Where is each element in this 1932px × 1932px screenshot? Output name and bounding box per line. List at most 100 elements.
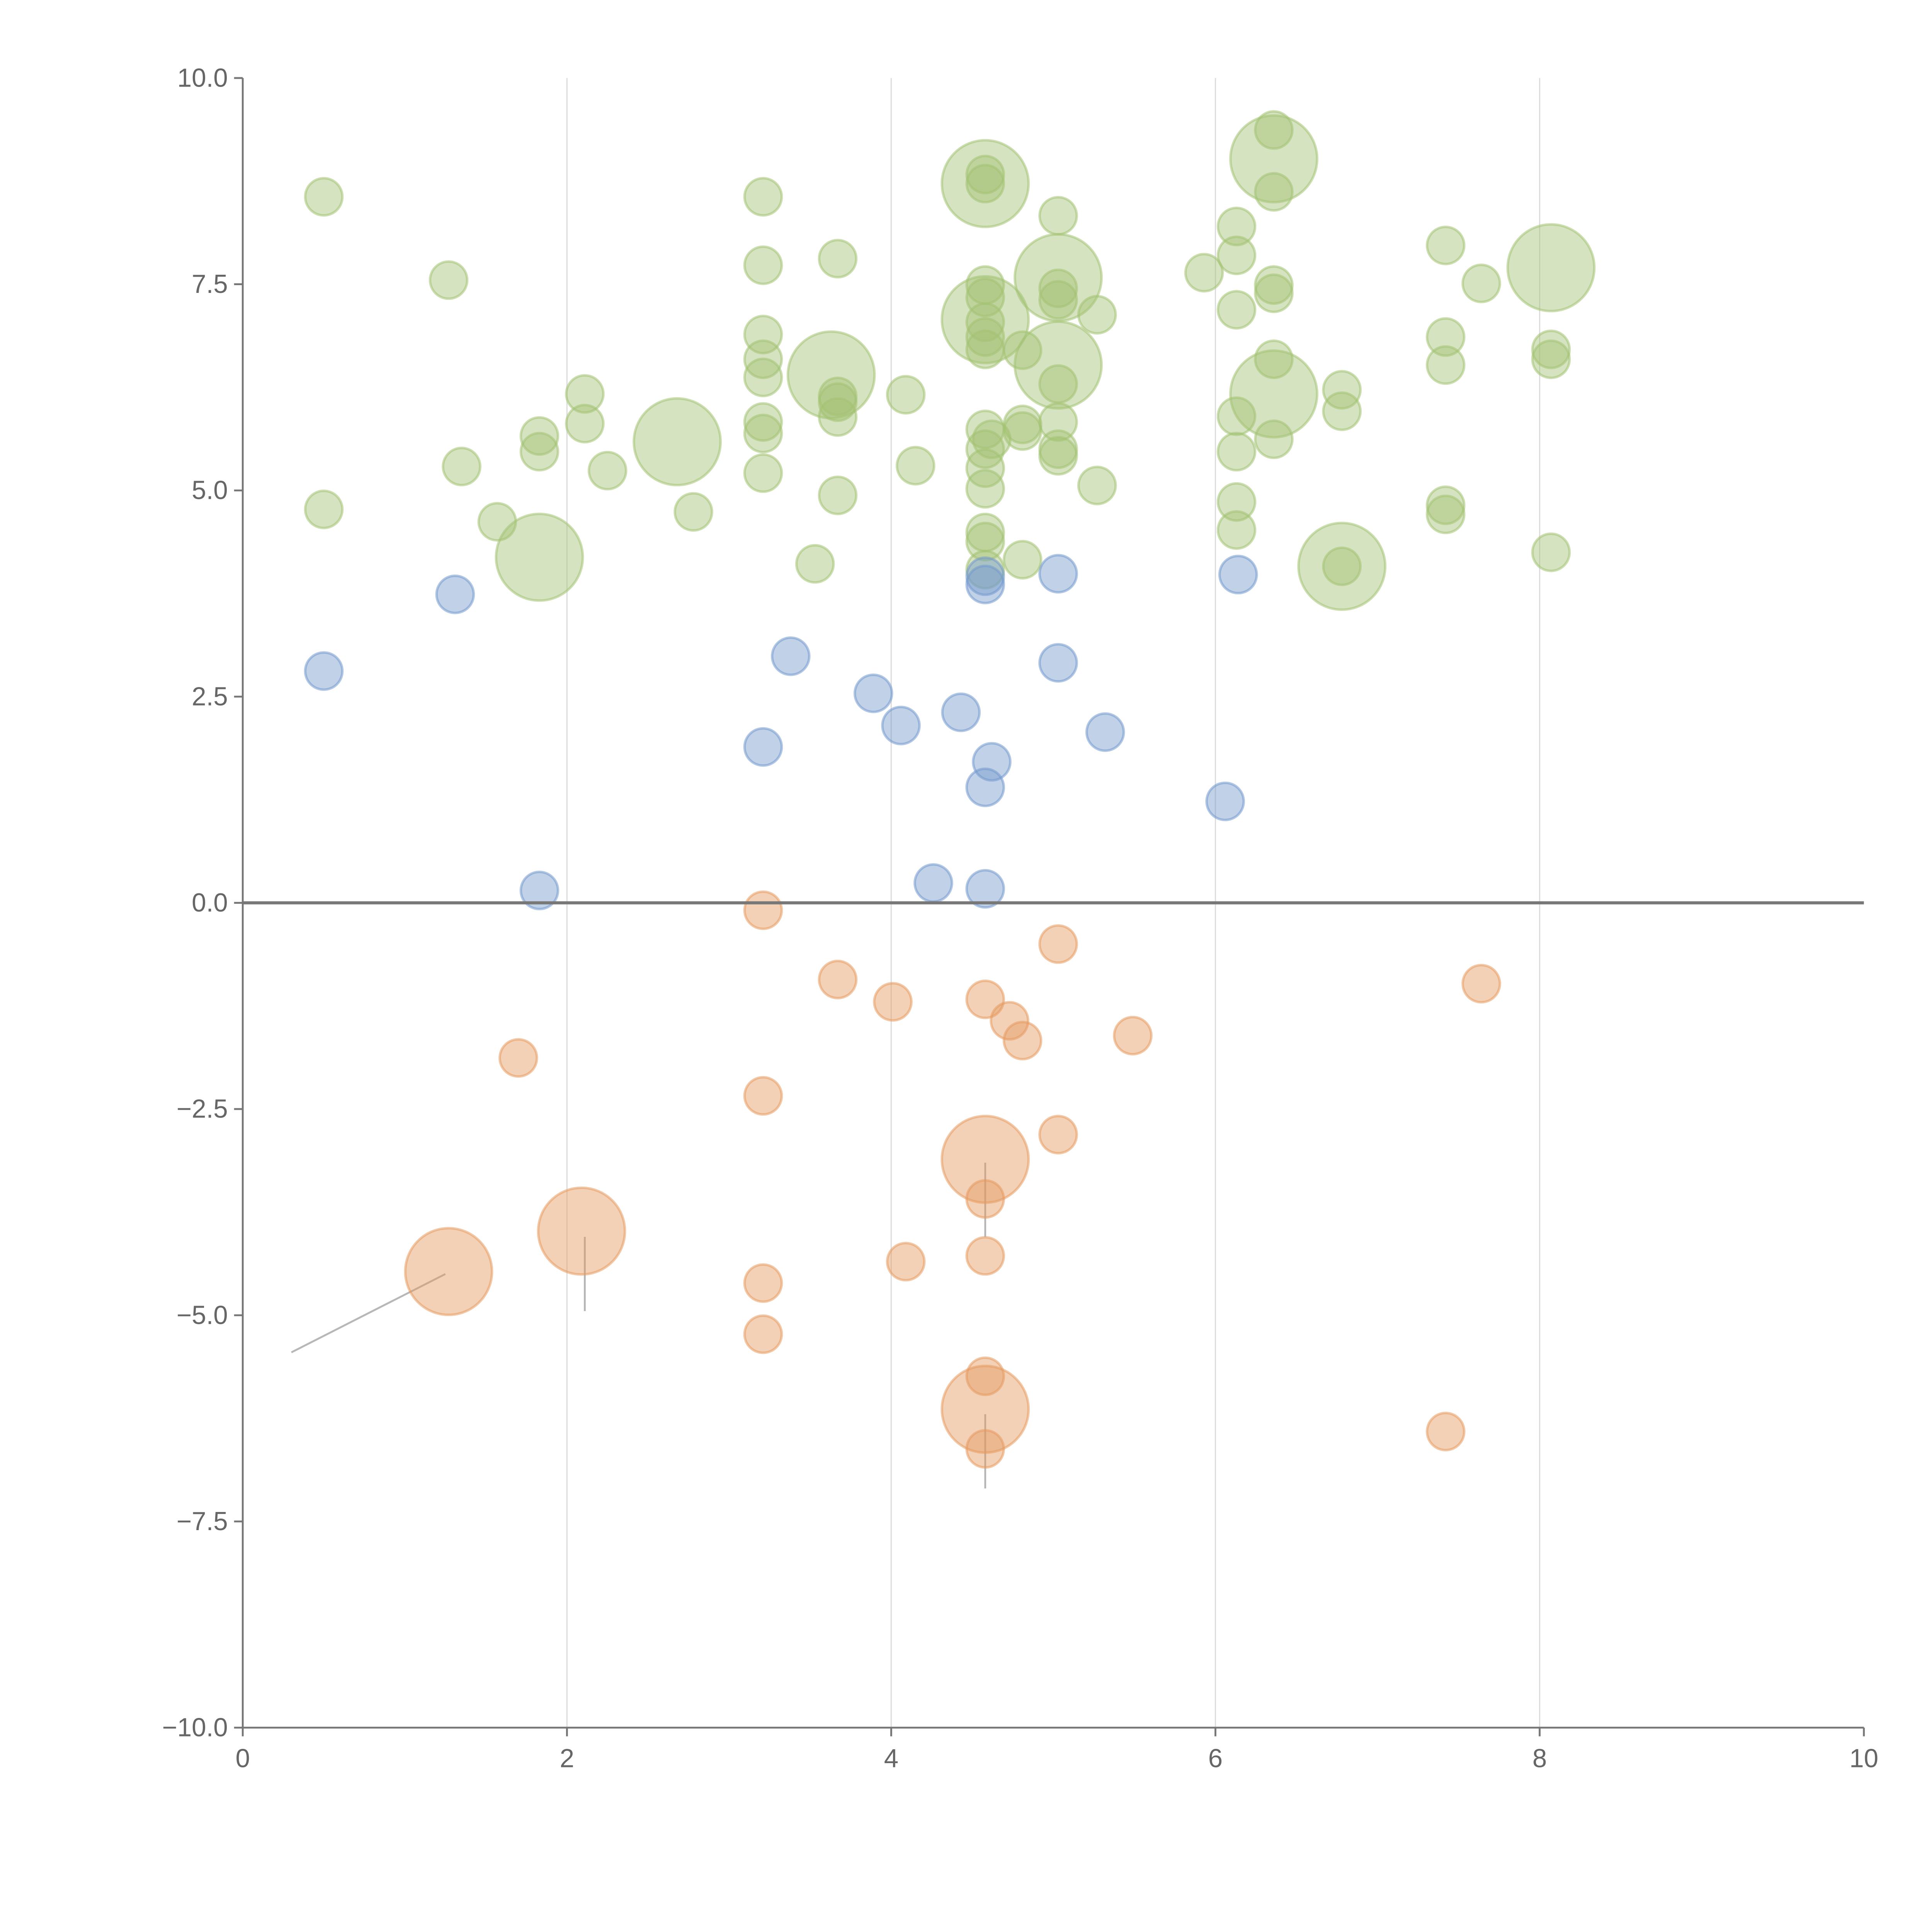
x-tick-label: 0 <box>235 1744 250 1773</box>
orange-bubble <box>1038 924 1078 964</box>
orange-bubble <box>940 1115 1030 1204</box>
blue-bubble <box>743 727 783 767</box>
green-bubble <box>743 402 783 442</box>
y-tick-label: −7.5 <box>177 1507 228 1536</box>
blue-bubble <box>519 871 560 910</box>
orange-bubble <box>537 1186 626 1276</box>
blue-bubble <box>771 636 811 676</box>
y-tick-label: 7.5 <box>192 270 228 299</box>
y-tick-label: −10.0 <box>162 1713 228 1742</box>
green-bubble <box>743 357 783 398</box>
green-bubble <box>1322 370 1362 410</box>
y-tick-label: 2.5 <box>192 682 228 711</box>
orange-bubble <box>743 1263 783 1303</box>
leader-lines <box>291 1162 986 1489</box>
green-bubble <box>1254 339 1294 379</box>
green-bubble <box>519 432 560 472</box>
green-bubble <box>1425 345 1466 385</box>
blue-bubble <box>881 706 921 745</box>
green-bubble <box>587 451 628 491</box>
green-bubble <box>743 177 783 217</box>
blue-bubble <box>1038 643 1078 683</box>
orange-bubble <box>886 1242 926 1282</box>
blue-bubble <box>965 767 1005 807</box>
blue-bubble <box>853 673 893 713</box>
green-bubble <box>818 475 858 515</box>
orange-bubble <box>743 1314 783 1354</box>
green-bubble <box>965 522 1005 561</box>
green-bubble <box>1322 391 1362 431</box>
green-bubble <box>1506 223 1596 313</box>
green-bubble <box>1322 546 1362 586</box>
blue-bubble <box>941 692 981 732</box>
y-tick-label: −5.0 <box>177 1301 228 1330</box>
green-bubble <box>495 512 584 602</box>
green-bubble <box>304 490 344 529</box>
x-tick-label: 8 <box>1532 1744 1547 1773</box>
orange-bubble <box>873 982 913 1022</box>
axes: 0 2 4 6 8 10 10.0 7.5 5.0 2.5 0.0 −2.5 −5.0 −7.5 −10.0 <box>162 63 1878 1773</box>
blue-bubble <box>1038 554 1078 594</box>
green-bubble <box>304 177 344 217</box>
green-bubble <box>965 317 1005 357</box>
green-bubble <box>743 245 783 285</box>
blue-bubble <box>304 651 344 691</box>
green-bubble <box>818 239 858 279</box>
leader-line <box>291 1273 446 1354</box>
green-bubble <box>940 275 1030 364</box>
blue-bubble <box>1085 712 1125 752</box>
orange-bubble <box>1002 1020 1043 1061</box>
green-bubble <box>633 397 722 486</box>
orange-bubble <box>1425 1412 1466 1452</box>
green-bubble <box>1002 540 1043 580</box>
blue-bubble <box>965 869 1005 909</box>
y-tick-label: −2.5 <box>177 1095 228 1124</box>
green-bubble <box>1254 110 1294 150</box>
blue-bubble <box>1205 781 1245 821</box>
x-tick-label: 6 <box>1208 1744 1223 1773</box>
blue-bubble <box>965 556 1005 596</box>
green-bubble <box>565 374 605 414</box>
y-tick-label: 10.0 <box>177 63 228 92</box>
orange-bubble <box>965 1236 1005 1276</box>
green-bubble <box>743 453 783 493</box>
green-bubble <box>965 163 1005 204</box>
green-bubble <box>1425 317 1466 357</box>
orange-bubble <box>940 1364 1030 1454</box>
green-bubble <box>1216 432 1257 472</box>
green-bubble <box>795 544 835 584</box>
green-bubble <box>743 413 783 454</box>
orange-bubble <box>743 1076 783 1116</box>
green-bubble <box>1425 494 1466 534</box>
green-bubble <box>965 155 1005 194</box>
green-bubble <box>1038 196 1078 236</box>
green-bubble <box>1461 264 1501 303</box>
green-bubble <box>896 446 935 486</box>
green-bubble <box>1216 510 1257 550</box>
green-bubble <box>1531 532 1571 572</box>
orange-bubble <box>743 890 783 930</box>
green-bubble <box>1216 482 1257 522</box>
green-bubble <box>1531 329 1571 369</box>
green-bubble <box>1216 290 1257 330</box>
orange-bubble <box>818 959 858 1000</box>
green-bubble <box>565 404 605 444</box>
green-bubble <box>1216 206 1257 247</box>
green-bubble <box>1254 265 1294 305</box>
orange-bubble <box>498 1038 538 1078</box>
green-bubble <box>1425 485 1466 525</box>
green-bubble <box>429 260 469 300</box>
blue-bubble <box>1218 554 1258 595</box>
orange-bubble <box>1461 964 1501 1004</box>
green-bubble <box>519 416 560 456</box>
data-points <box>304 110 1596 1469</box>
green-bubble <box>1184 253 1224 293</box>
green-bubble <box>673 492 713 532</box>
green-bubble <box>886 375 926 415</box>
green-bubble <box>1229 349 1318 439</box>
green-bubble <box>1216 235 1257 276</box>
green-bubble <box>786 330 876 420</box>
green-bubble <box>965 469 1005 509</box>
green-bubble <box>1038 402 1078 442</box>
orange-bubble <box>404 1227 493 1316</box>
